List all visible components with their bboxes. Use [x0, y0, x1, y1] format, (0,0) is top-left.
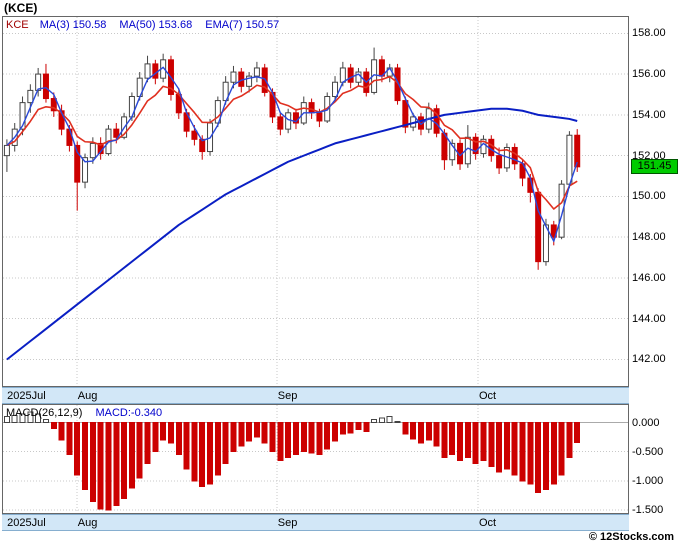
ma3-legend: MA(3) 150.58	[40, 19, 107, 31]
ma50-value: 153.68	[158, 19, 193, 31]
month-label: 2025Jul	[7, 390, 46, 402]
ma50-legend: MA(50) 153.68	[119, 19, 192, 31]
copyright-label: © 12Stocks.com	[588, 531, 674, 543]
month-label: Oct	[479, 390, 497, 402]
symbol-label: KCE	[6, 19, 29, 31]
date-axis-top: 2025Jul Aug Sep Oct	[2, 387, 629, 404]
ema7-legend: EMA(7) 150.57	[205, 19, 279, 31]
price-axis-label: 158.00	[632, 27, 666, 40]
ma3-value: 150.58	[72, 19, 107, 31]
month-label: Sep	[277, 517, 298, 529]
page-title: (KCE)	[4, 1, 38, 15]
price-chart-canvas	[3, 17, 628, 386]
ema7-label: EMA(7)	[205, 19, 243, 31]
price-axis-label: 154.00	[632, 108, 666, 121]
macd-legend: MACD(26,12,9) MACD:-0.340	[6, 407, 162, 419]
macd-axis-label: 0.000	[632, 416, 660, 429]
month-label: Aug	[77, 390, 98, 402]
price-axis-label: 144.00	[632, 312, 666, 325]
price-axis: 151.45 158.00 156.00 154.00 152.00 150.00 148…	[631, 16, 680, 387]
macd-pane: MACD(26,12,9) MACD:-0.340	[2, 404, 629, 514]
price-axis-label: 148.00	[632, 231, 666, 244]
price-axis-label: 150.00	[632, 190, 666, 203]
price-legend: KCE MA(3) 150.58 MA(50) 153.68 EMA(7) 15…	[6, 19, 289, 31]
ma50-label: MA(50)	[119, 19, 156, 31]
month-label: Sep	[277, 390, 298, 402]
macd-chart-canvas	[3, 405, 628, 513]
macd-axis-label: -1.000	[632, 474, 664, 487]
ma3-label: MA(3)	[39, 19, 70, 31]
ema7-value: 150.57	[245, 19, 280, 31]
last-price-tag: 151.45	[631, 158, 678, 174]
macd-value-label: MACD:-0.340	[95, 407, 163, 419]
price-pane: KCE MA(3) 150.58 MA(50) 153.68 EMA(7) 15…	[2, 16, 629, 387]
price-axis-label: 146.00	[632, 271, 666, 284]
macd-axis-label: -0.500	[632, 445, 664, 458]
macd-axis: 0.000 -0.500 -1.000 -1.500	[631, 404, 680, 517]
month-label: Aug	[77, 517, 98, 529]
price-axis-label: 142.00	[632, 353, 666, 366]
month-label: 2025Jul	[7, 517, 46, 529]
macd-params-label: MACD(26,12,9)	[6, 407, 83, 419]
month-label: Oct	[479, 517, 497, 529]
macd-axis-label: -1.500	[632, 504, 664, 517]
date-axis-bottom: 2025Jul Aug Sep Oct	[2, 514, 629, 531]
price-axis-label: 156.00	[632, 68, 666, 81]
price-axis-label: 152.00	[632, 149, 666, 162]
